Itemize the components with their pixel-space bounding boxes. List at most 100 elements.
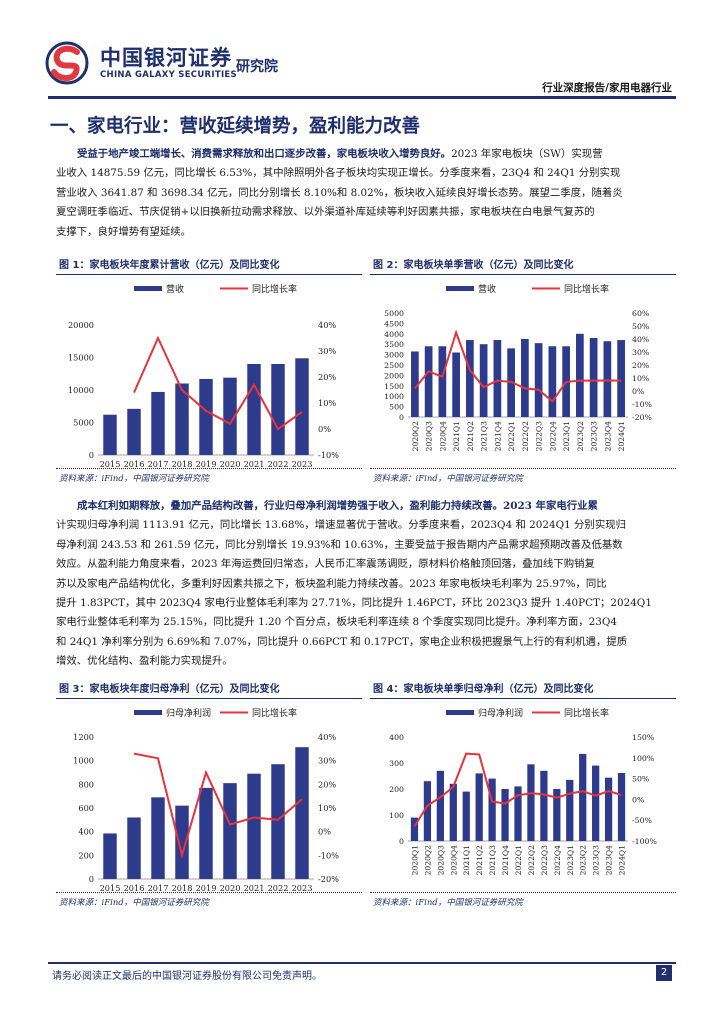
paragraph-revenue: 受益于地产竣工端增长、消费需求释放和出口逐步改善，家电板块收入增势良好。2023… — [56, 145, 676, 242]
fig2-y-right-tick: 0% — [632, 387, 644, 396]
fig3-y-right-tick: -10% — [318, 850, 339, 860]
fig3-y-right-tick: 40% — [318, 732, 336, 742]
para2-line9: 增效、优化结构、盈利能力实现提升。 — [56, 655, 233, 668]
para1-line4: 夏空调旺季临近、节庆促销+以旧换新拉动需求释放、以外渠道补库延续等利好因素共振，… — [56, 206, 595, 219]
fig2-y-left-tick: 2500 — [384, 361, 404, 370]
fig1-y-left-tick: 5000 — [73, 418, 94, 428]
fig4-x-tick: 2022Q3 — [540, 845, 549, 876]
fig3-bar — [175, 805, 189, 879]
fig3-x-tick: 2023 — [292, 883, 313, 891]
fig4-y-left-tick: 200 — [389, 785, 404, 794]
fig2-bar — [534, 343, 543, 417]
page-number: 2 — [656, 965, 672, 981]
fig1-x-tick: 2019 — [196, 459, 217, 467]
company-logo: 中国银河证券 研究院 CHINA GALAXY SECURITIES — [44, 40, 304, 86]
fig3-bar — [247, 773, 261, 879]
fig1-y-right-tick: 40% — [318, 320, 336, 330]
fig2-y-right-tick: 60% — [632, 309, 649, 318]
fig4-bar — [423, 781, 432, 841]
fig1-y-right-tick: 0% — [318, 424, 331, 434]
fig2-x-tick: 2020Q4 — [438, 421, 447, 452]
fig3-bar — [223, 783, 237, 879]
figure-1: 图 1：家电板块年度累计营收（亿元）及同比变化 营收 同比增长率 0 5000 1000… — [56, 256, 362, 486]
fig1-legend: 营收 同比增长率 — [134, 283, 297, 295]
fig4-x-tick: 2022Q2 — [527, 845, 536, 876]
fig4-y-left-tick: 0 — [399, 837, 404, 846]
fig4-x-tick: 2020Q3 — [436, 845, 445, 876]
fig2-y-right-tick: 20% — [632, 361, 649, 370]
fig1-x-tick: 2020 — [220, 459, 241, 467]
fig4-bar — [579, 753, 587, 841]
fig4-bar — [553, 789, 561, 841]
fig2-y-left-tick: 2000 — [384, 371, 404, 380]
fig4-bar — [540, 770, 548, 841]
fig3-legend-bar-swatch — [134, 710, 162, 715]
fig1-bar — [103, 414, 117, 455]
fig1-bar — [151, 391, 165, 455]
fig3-y-left-tick: 200 — [78, 850, 94, 860]
figure-4: 图 4：家电板块单季归母净利（亿元）及同比变化 归母净利润 同比增长率 0 100 20… — [370, 680, 676, 910]
fig3-y-left-tick: 1000 — [73, 756, 94, 766]
fig3-y-left-tick: 1200 — [73, 732, 94, 742]
fig3-x-tick: 2015 — [100, 883, 121, 891]
figure-3: 图 3：家电板块年度归母净利（亿元）及同比变化 归母净利润 同比增长率 0 200 40… — [56, 680, 362, 910]
fig4-x-tick: 2023Q2 — [579, 845, 588, 876]
fig1-x-tick: 2016 — [124, 459, 145, 467]
disclaimer: 请务必阅读正文最后的中国银河证券股份有限公司免责声明。 — [52, 971, 322, 982]
fig2-x-tick: 2020Q2 — [411, 421, 420, 452]
fig4-x-tick: 2020Q4 — [449, 845, 458, 876]
fig2-y-right-tick: 40% — [632, 335, 649, 344]
fig2-bar — [493, 340, 502, 417]
para1-line3: 营业收入 3641.87 和 3698.34 亿元，同比分别增长 8.10%和 … — [56, 186, 623, 199]
fig1-bar — [271, 364, 285, 455]
fig1-legend-bar-swatch — [134, 286, 162, 291]
fig3-legend-line-label: 同比增长率 — [252, 707, 297, 719]
figure-3-source: 资料来源：iFind，中国银河证券研究院 — [56, 892, 362, 910]
fig2-y-right-tick: 30% — [632, 348, 649, 357]
header-divider — [48, 96, 676, 99]
figure-4-title: 图 4：家电板块单季归母净利（亿元）及同比变化 — [370, 680, 676, 699]
fig2-bar — [479, 344, 488, 417]
fig1-x-tick: 2015 — [100, 459, 121, 467]
figure-3-title: 图 3：家电板块年度归母净利（亿元）及同比变化 — [56, 680, 362, 699]
fig3-x-tick: 2020 — [220, 883, 241, 891]
fig2-bar — [466, 340, 474, 417]
fig1-bar — [247, 364, 261, 455]
fig4-y-right-tick: -50% — [632, 816, 652, 825]
fig3-bar — [103, 833, 117, 879]
fig3-x-tick: 2022 — [268, 883, 289, 891]
fig4-y-left-tick: 300 — [389, 759, 404, 768]
fig3-y-left-tick: 0 — [89, 874, 94, 884]
figure-1-source: 资料来源：iFind，中国银河证券研究院 — [56, 468, 362, 486]
fig4-bar — [475, 773, 483, 841]
fig4-x-tick: 2022Q1 — [514, 845, 523, 875]
fig2-y-left-tick: 4000 — [384, 330, 404, 339]
para1-line5: 支撑下，良好增势有望延续。 — [56, 225, 192, 238]
fig2-bar — [617, 340, 625, 417]
fig2-legend-bar-swatch — [446, 286, 474, 291]
fig4-x-tick: 2020Q2 — [423, 845, 432, 876]
fig2-legend-bar-label: 营收 — [478, 283, 496, 295]
figure-1-title: 图 1：家电板块年度累计营收（亿元）及同比变化 — [56, 256, 362, 275]
fig4-y-right-tick: 150% — [632, 733, 654, 742]
fig3-bar — [295, 747, 309, 879]
fig2-legend: 营收 同比增长率 — [446, 283, 609, 295]
fig1-x-tick: 2017 — [148, 459, 169, 467]
fig4-bar — [488, 778, 496, 841]
fig2-y-right-tick: -20% — [632, 413, 652, 422]
fig2-y-left-tick: 3500 — [384, 340, 404, 349]
fig3-y-left-tick: 800 — [78, 779, 94, 789]
fig1-y-right-tick: 20% — [318, 372, 336, 382]
fig1-legend-line-label: 同比增长率 — [252, 283, 297, 295]
fig1-bar — [127, 408, 141, 455]
para2-line4: 效应。从盈利能力角度来看，2023 年海运费回归常态，人民币汇率震荡调贬，原材料… — [56, 558, 595, 571]
figure-4-chart: 归母净利润 同比增长率 0 100 200 300 400 -100% -50% 0% 50% 100… — [389, 707, 657, 876]
fig4-x-tick: 2020Q1 — [410, 845, 419, 875]
fig2-bar — [452, 352, 460, 417]
fig3-bar — [199, 787, 213, 879]
fig1-y-left-tick: 20000 — [68, 320, 94, 330]
fig4-x-tick: 2022Q4 — [553, 845, 562, 876]
fig2-bar — [603, 341, 612, 417]
fig2-y-left-tick: 3000 — [384, 351, 404, 360]
